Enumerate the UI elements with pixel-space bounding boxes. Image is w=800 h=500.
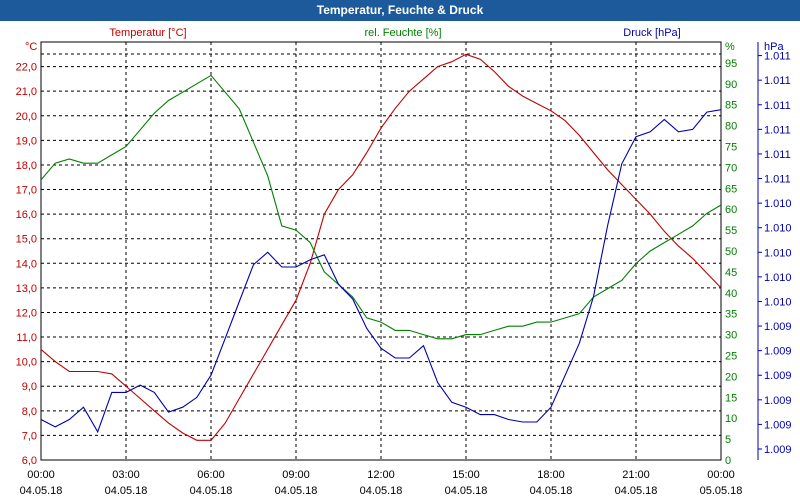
x-tick-date: 04.05.18 <box>105 485 148 497</box>
pressure-tick-label: 1.010 <box>764 247 792 259</box>
humidity-tick-label: 40 <box>725 288 737 300</box>
temperature-tick-label: 6,0 <box>22 455 37 467</box>
pressure-axis-title: Druck [hPa] <box>623 27 680 39</box>
temperature-tick-label: 12,0 <box>16 307 37 319</box>
pressure-tick-label: 1.011 <box>764 174 791 186</box>
x-tick-time: 21:00 <box>622 469 650 481</box>
humidity-tick-label: 90 <box>725 79 737 91</box>
pressure-tick-label: 1.009 <box>764 321 792 333</box>
x-tick-date: 04.05.18 <box>615 485 658 497</box>
pressure-line <box>40 109 722 434</box>
pressure-tick-label: 1.011 <box>764 75 791 87</box>
temperature-unit: °C <box>25 41 37 53</box>
humidity-tick-label: 30 <box>725 330 737 342</box>
humidity-tick-label: 95 <box>725 58 737 70</box>
pressure-tick-label: 1.010 <box>764 198 792 210</box>
humidity-line <box>40 74 722 340</box>
x-tick-date: 04.05.18 <box>20 485 63 497</box>
x-tick-time: 12:00 <box>367 469 395 481</box>
temperature-line <box>40 53 722 441</box>
humidity-tick-label: 55 <box>725 225 737 237</box>
temperature-tick-label: 7,0 <box>22 430 37 442</box>
humidity-tick-label: 85 <box>725 100 737 112</box>
temperature-tick-label: 20,0 <box>16 111 37 123</box>
temperature-tick-label: 9,0 <box>22 381 37 393</box>
temperature-tick-label: 10,0 <box>16 357 37 369</box>
pressure-tick-label: 1.009 <box>764 346 792 358</box>
humidity-tick-label: 65 <box>725 183 737 195</box>
chart-canvas: 00:00 04.05.18 03:00 04.05.18 06:00 04.05.18 0… <box>16 27 792 497</box>
temperature-tick-label: 18,0 <box>16 160 37 172</box>
humidity-tick-label: 45 <box>725 267 737 279</box>
temperature-tick-label: 8,0 <box>22 406 37 418</box>
humidity-tick-label: 20 <box>725 371 737 383</box>
temperature-tick-label: 15,0 <box>16 234 37 246</box>
humidity-tick-label: 25 <box>725 351 737 363</box>
temperature-tick-label: 21,0 <box>16 86 37 98</box>
humidity-tick-label: 15 <box>725 392 737 404</box>
humidity-tick-label: 70 <box>725 162 737 174</box>
temperature-tick-label: 22,0 <box>16 62 37 74</box>
x-tick-date: 04.05.18 <box>530 485 573 497</box>
x-tick-time: 06:00 <box>197 469 225 481</box>
humidity-tick-label: 80 <box>725 121 737 133</box>
humidity-tick-label: 60 <box>725 204 737 216</box>
x-tick-date: 04.05.18 <box>275 485 318 497</box>
humidity-tick-label: 35 <box>725 309 737 321</box>
temperature-tick-label: 16,0 <box>16 209 37 221</box>
x-tick-date: 04.05.18 <box>360 485 403 497</box>
temperature-tick-label: 19,0 <box>16 135 37 147</box>
pressure-tick-label: 1.009 <box>764 419 792 431</box>
humidity-tick-label: 5 <box>725 434 731 446</box>
pressure-tick-label: 1.011 <box>764 124 791 136</box>
x-tick-time: 15:00 <box>452 469 480 481</box>
temperature-axis-title: Temperatur [°C] <box>109 27 186 39</box>
x-tick-date: 04.05.18 <box>445 485 488 497</box>
humidity-unit: % <box>725 41 735 53</box>
pressure-unit: hPa <box>764 41 784 53</box>
x-tick-time: 09:00 <box>282 469 310 481</box>
x-tick-date: 05.05.18 <box>700 485 743 497</box>
x-tick-time: 18:00 <box>537 469 565 481</box>
pressure-tick-label: 1.011 <box>764 149 791 161</box>
pressure-tick-label: 1.009 <box>764 444 792 456</box>
temperature-tick-label: 17,0 <box>16 185 37 197</box>
pressure-tick-label: 1.011 <box>764 100 791 112</box>
pressure-tick-label: 1.010 <box>764 223 792 235</box>
temperature-tick-label: 13,0 <box>16 283 37 295</box>
x-tick-time: 03:00 <box>112 469 140 481</box>
x-tick-time: 00:00 <box>707 469 735 481</box>
pressure-tick-label: 1.011 <box>764 51 791 63</box>
pressure-tick-label: 1.009 <box>764 395 792 407</box>
humidity-tick-label: 75 <box>725 142 737 154</box>
humidity-tick-label: 0 <box>725 455 731 467</box>
window-title: Temperatur, Feuchte & Druck <box>0 0 800 21</box>
humidity-tick-label: 50 <box>725 246 737 258</box>
humidity-tick-label: 10 <box>725 413 737 425</box>
temperature-tick-label: 14,0 <box>16 258 37 270</box>
humidity-axis-title: rel. Feuchte [%] <box>364 27 441 39</box>
temperature-tick-label: 11,0 <box>16 332 37 344</box>
x-tick-date: 04.05.18 <box>190 485 233 497</box>
x-tick-time: 00:00 <box>27 469 55 481</box>
pressure-tick-label: 1.009 <box>764 370 792 382</box>
pressure-tick-label: 1.010 <box>764 296 792 308</box>
pressure-tick-label: 1.010 <box>764 272 792 284</box>
